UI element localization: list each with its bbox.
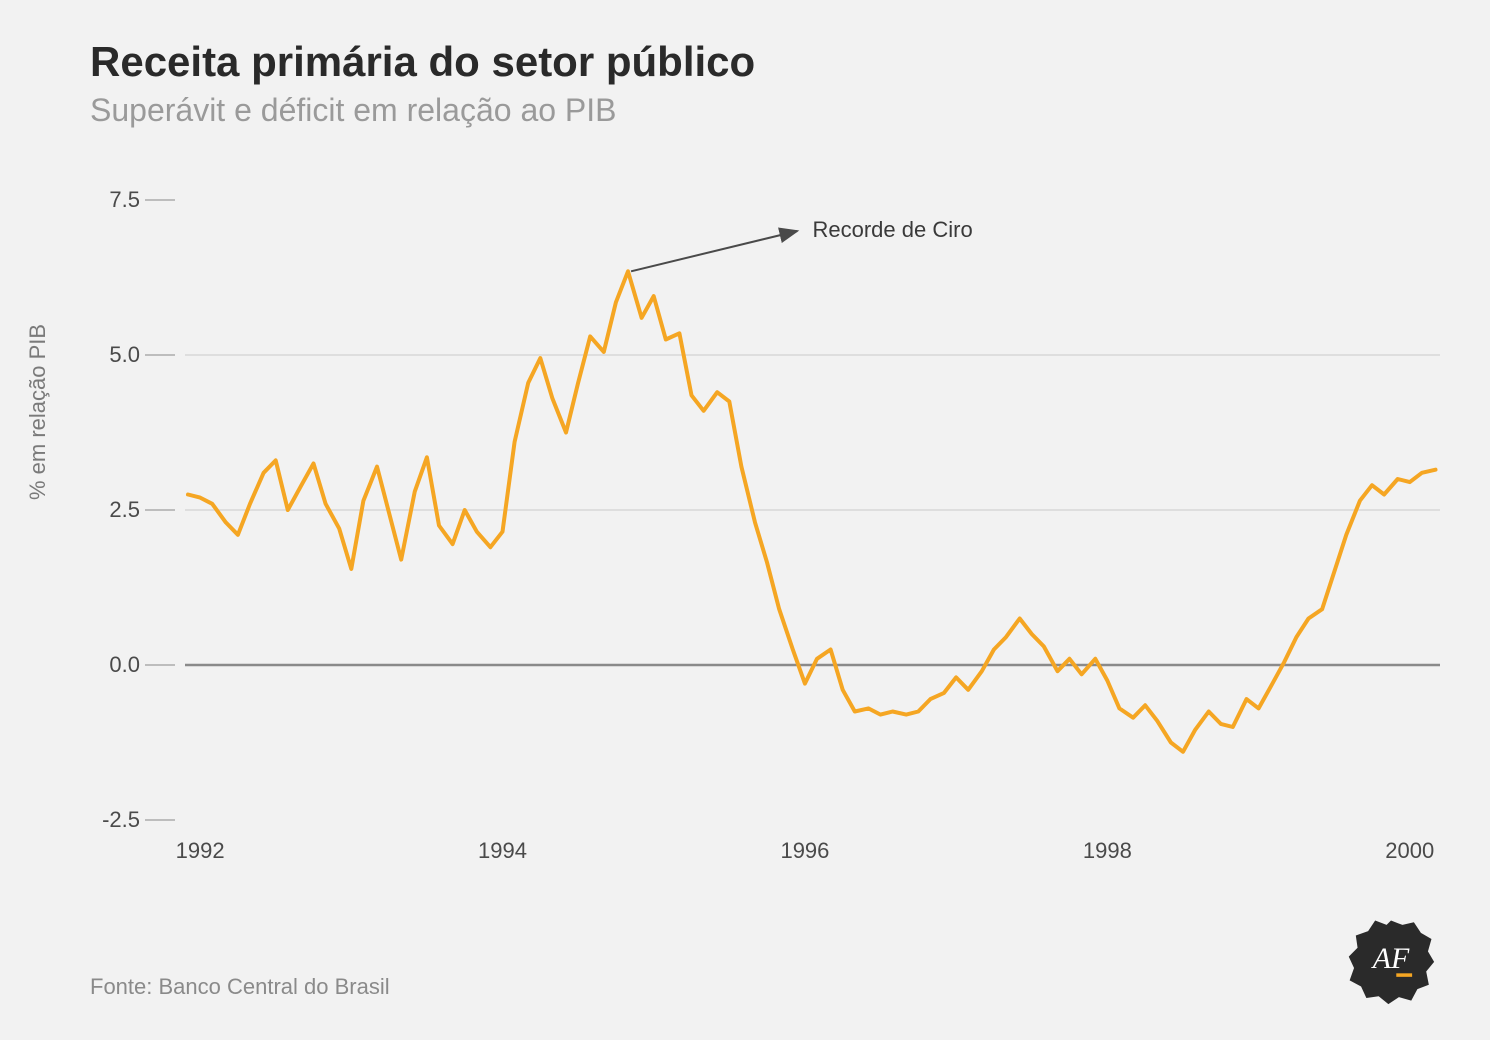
- y-tick-mark: [145, 819, 175, 821]
- y-tick-mark: [145, 664, 175, 666]
- chart-subtitle: Superávit e déficit em relação ao PIB: [90, 92, 617, 129]
- annotation-arrow: [631, 231, 797, 271]
- annotation-label: Recorde de Ciro: [813, 217, 973, 243]
- y-tick-mark: [145, 509, 175, 511]
- x-tick-label: 1992: [176, 838, 225, 864]
- source-caption: Fonte: Banco Central do Brasil: [90, 974, 390, 1000]
- y-tick-label: 0.0: [109, 652, 140, 678]
- data-line: [188, 271, 1436, 752]
- chart-canvas: [90, 180, 1440, 880]
- x-tick-label: 1998: [1083, 838, 1132, 864]
- y-axis-label: % em relação PIB: [25, 324, 51, 500]
- x-tick-label: 1996: [780, 838, 829, 864]
- x-tick-label: 2000: [1385, 838, 1434, 864]
- y-tick-label: 7.5: [109, 187, 140, 213]
- y-tick-label: 2.5: [109, 497, 140, 523]
- y-tick-mark: [145, 199, 175, 201]
- y-tick-label: 5.0: [109, 342, 140, 368]
- y-tick-mark: [145, 354, 175, 356]
- y-tick-label: -2.5: [102, 807, 140, 833]
- x-tick-label: 1994: [478, 838, 527, 864]
- chart-title: Receita primária do setor público: [90, 38, 755, 86]
- publisher-logo-icon: AF: [1347, 917, 1435, 1005]
- svg-text:AF: AF: [1371, 942, 1410, 975]
- line-chart: -2.5 0.0 2.5 5.0 7.5 1992 1994 1996 1998 2000 Re…: [90, 180, 1440, 880]
